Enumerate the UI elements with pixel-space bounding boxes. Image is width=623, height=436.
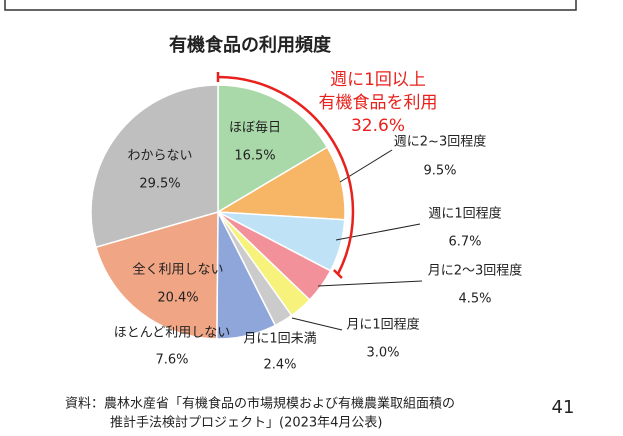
slice-value: 3.0% <box>366 346 399 361</box>
slice-label: ほぼ毎日 <box>229 120 281 136</box>
slice-label: 週に1回程度 <box>428 206 501 222</box>
slice-label: 週に2~3回程度 <box>394 134 486 150</box>
source: 資料：農林水産省「有機食品の市場規模および有機農業取組面積の <box>65 396 455 412</box>
slice-label: 月に1回未満 <box>243 332 316 347</box>
chart-title: 有機食品の利用頻度 <box>169 34 332 56</box>
annotation-text: 有機食品を利用 <box>319 93 438 113</box>
annotation-value: 32.6% <box>351 116 405 136</box>
frame <box>4 0 577 11</box>
slice-value: 7.6% <box>155 353 188 368</box>
slice-label: わからない <box>127 149 192 164</box>
pie-slice <box>90 84 219 249</box>
leader-line <box>291 317 343 331</box>
leader-line <box>335 223 421 241</box>
page-number: 41 <box>552 397 575 418</box>
pie-slice <box>95 211 219 340</box>
slice-value: 20.4% <box>157 291 198 306</box>
annotation-text: 週に1回以上 <box>330 70 426 90</box>
pie-slice <box>215 146 346 221</box>
slice-value: 6.7% <box>448 235 481 250</box>
slice-value: 16.5% <box>234 149 275 164</box>
slice-value: 2.4% <box>263 358 296 373</box>
slice-value: 29.5% <box>139 177 180 192</box>
slice-label: 全く利用しない <box>132 262 223 278</box>
source: 推計手法検討プロジェクト」(2023年4月公表) <box>110 415 383 431</box>
pie-slice <box>217 84 329 214</box>
annotation-bracket <box>216 72 355 279</box>
slice-label: ほとんど利用しない <box>114 326 231 341</box>
leader-line <box>317 280 423 287</box>
slice-label: 月に2～3回程度 <box>428 263 523 279</box>
slice-value: 9.5% <box>423 164 456 179</box>
slice-value: 4.5% <box>458 292 491 307</box>
slice-label: 月に1回程度 <box>346 317 419 333</box>
